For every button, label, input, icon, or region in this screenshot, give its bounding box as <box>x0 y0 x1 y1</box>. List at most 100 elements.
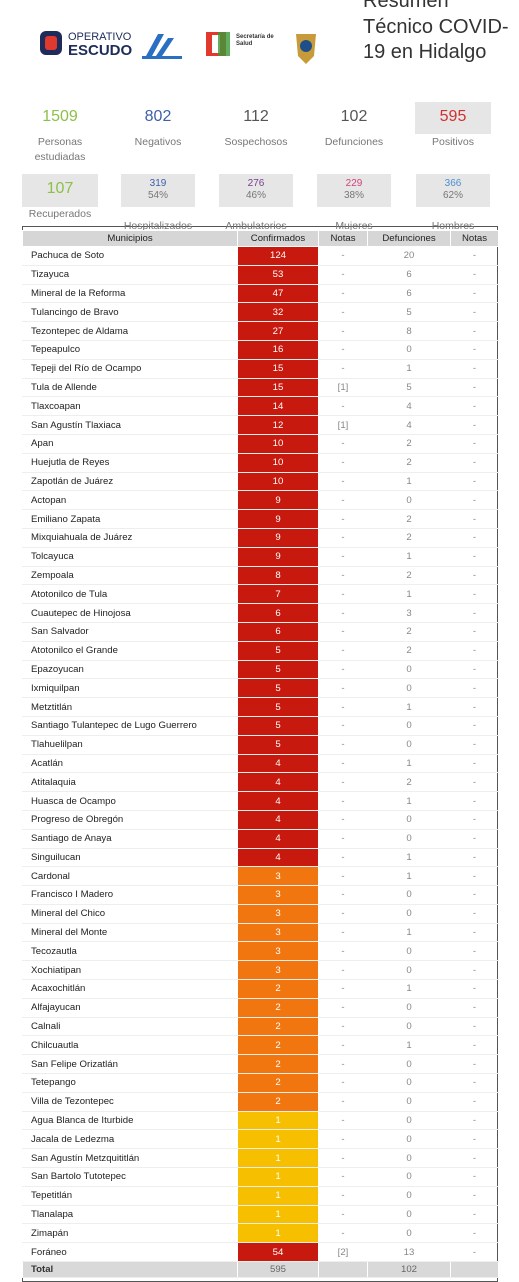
cell: - <box>450 1204 499 1225</box>
table-row: Santiago Tulantepec de Lugo Guerrero 5-0- <box>22 715 499 736</box>
cell: - <box>318 1223 368 1244</box>
cell: 16 <box>237 339 319 360</box>
cell: - <box>318 339 368 360</box>
table-row: Cardonal 3-1- <box>22 866 499 887</box>
cell: - <box>450 509 499 529</box>
cell: - <box>450 1167 499 1187</box>
cell: 1 <box>237 1204 319 1225</box>
table-row: Metztitlán 5-1- <box>22 697 499 717</box>
cell: - <box>450 659 499 680</box>
cell: 1 <box>367 584 451 605</box>
cell: Progreso de Obregón <box>22 809 238 830</box>
cell: 0 <box>367 1054 451 1075</box>
cell: - <box>318 246 368 266</box>
cell: - <box>450 584 499 605</box>
cell: - <box>318 1148 368 1169</box>
stat-value: 1509 <box>42 108 78 125</box>
cell: - <box>318 396 368 417</box>
table-row: Santiago de Anaya 4-0- <box>22 828 499 849</box>
table-row: Villa de Tezontepec 2-0- <box>22 1091 499 1112</box>
cell: 5 <box>237 734 319 755</box>
cell: 6 <box>237 603 319 623</box>
cell: Total <box>22 1261 238 1279</box>
cell: - <box>450 321 499 341</box>
cell: 8 <box>237 565 319 586</box>
cell: Francisco I Madero <box>22 885 238 905</box>
cell: 3 <box>237 903 319 924</box>
cell: 3 <box>237 866 319 887</box>
stat-box <box>416 174 490 207</box>
table-row: Agua Blanca de Iturbide 1-0- <box>22 1110 499 1131</box>
table-row: San Salvador 6-2- <box>22 621 499 642</box>
cell: 1 <box>367 847 451 868</box>
cell: 1 <box>237 1110 319 1131</box>
cell: 3 <box>237 885 319 905</box>
table-row: Apan 10-2- <box>22 433 499 454</box>
stat-value: 102 <box>340 108 368 125</box>
table-row: Zapotlán de Juárez 10-1- <box>22 471 499 492</box>
cell: 0 <box>367 1204 451 1225</box>
stat-box <box>317 174 391 207</box>
cell: - <box>318 809 368 830</box>
stat: 595 Positivos <box>413 108 493 150</box>
cell: - <box>318 791 368 811</box>
cell: 14 <box>237 396 319 417</box>
cell: San Salvador <box>22 621 238 642</box>
table-row: Chilcuautla 2-1- <box>22 1035 499 1056</box>
cell: - <box>318 433 368 454</box>
cell: 1 <box>367 922 451 943</box>
cell: - <box>450 302 499 323</box>
cell: 0 <box>367 1148 451 1169</box>
cell: - <box>450 960 499 981</box>
cell: 0 <box>367 885 451 905</box>
cell: 0 <box>367 715 451 736</box>
cell: Apan <box>22 433 238 454</box>
cell: 0 <box>367 1110 451 1131</box>
table-row: Atitalaquia 4-2- <box>22 772 499 793</box>
stat-label: Sospechosos <box>224 136 288 148</box>
cell: 0 <box>367 960 451 981</box>
cell: 2 <box>367 621 451 642</box>
cell: Atotonilco de Tula <box>22 584 238 605</box>
cell: - <box>318 321 368 341</box>
cell: - <box>318 903 368 924</box>
stat-value: 107 <box>46 180 74 197</box>
cell: - <box>450 471 499 492</box>
cell: 6 <box>367 283 451 304</box>
cell: - <box>450 997 499 1018</box>
cell: 595 <box>237 1261 319 1279</box>
cell: - <box>450 565 499 586</box>
cell: 4 <box>367 396 451 417</box>
table-row: Actopan 9-0- <box>22 490 499 511</box>
cell: - <box>450 922 499 943</box>
cell: Tulancingo de Bravo <box>22 302 238 323</box>
cell: - <box>318 734 368 755</box>
cell: Pachuca de Soto <box>22 246 238 266</box>
stat-label: Hospitalizados <box>123 220 193 232</box>
cell: 1 <box>367 358 451 379</box>
cell: Calnali <box>22 1016 238 1037</box>
cell: 0 <box>367 997 451 1018</box>
stat-label: Hombres <box>431 220 475 232</box>
cell: - <box>318 640 368 661</box>
cell: Tizayuca <box>22 264 238 285</box>
cell: Jacala de Ledezma <box>22 1129 238 1150</box>
cell: San Felipe Orizatlán <box>22 1054 238 1075</box>
cell: 10 <box>237 471 319 492</box>
cell: - <box>318 1204 368 1225</box>
cell: Tlanalapa <box>22 1204 238 1225</box>
cell: - <box>450 1148 499 1169</box>
stat-label: Negativos <box>134 136 182 148</box>
table-row: Tlahuelilpan 5-0- <box>22 734 499 755</box>
cell: - <box>450 1054 499 1075</box>
cell: 5 <box>237 640 319 661</box>
cell: Atotonilco el Grande <box>22 640 238 661</box>
cell: [1] <box>318 415 368 435</box>
cell: 2 <box>367 452 451 473</box>
table-row: Singuilucan 4-1- <box>22 847 499 868</box>
cell: - <box>318 941 368 962</box>
cell: 4 <box>237 753 319 774</box>
cell: - <box>450 753 499 774</box>
title: Resumen Técnico COVID-19 en Hidalgo <box>363 0 509 63</box>
cell: - <box>318 283 368 304</box>
